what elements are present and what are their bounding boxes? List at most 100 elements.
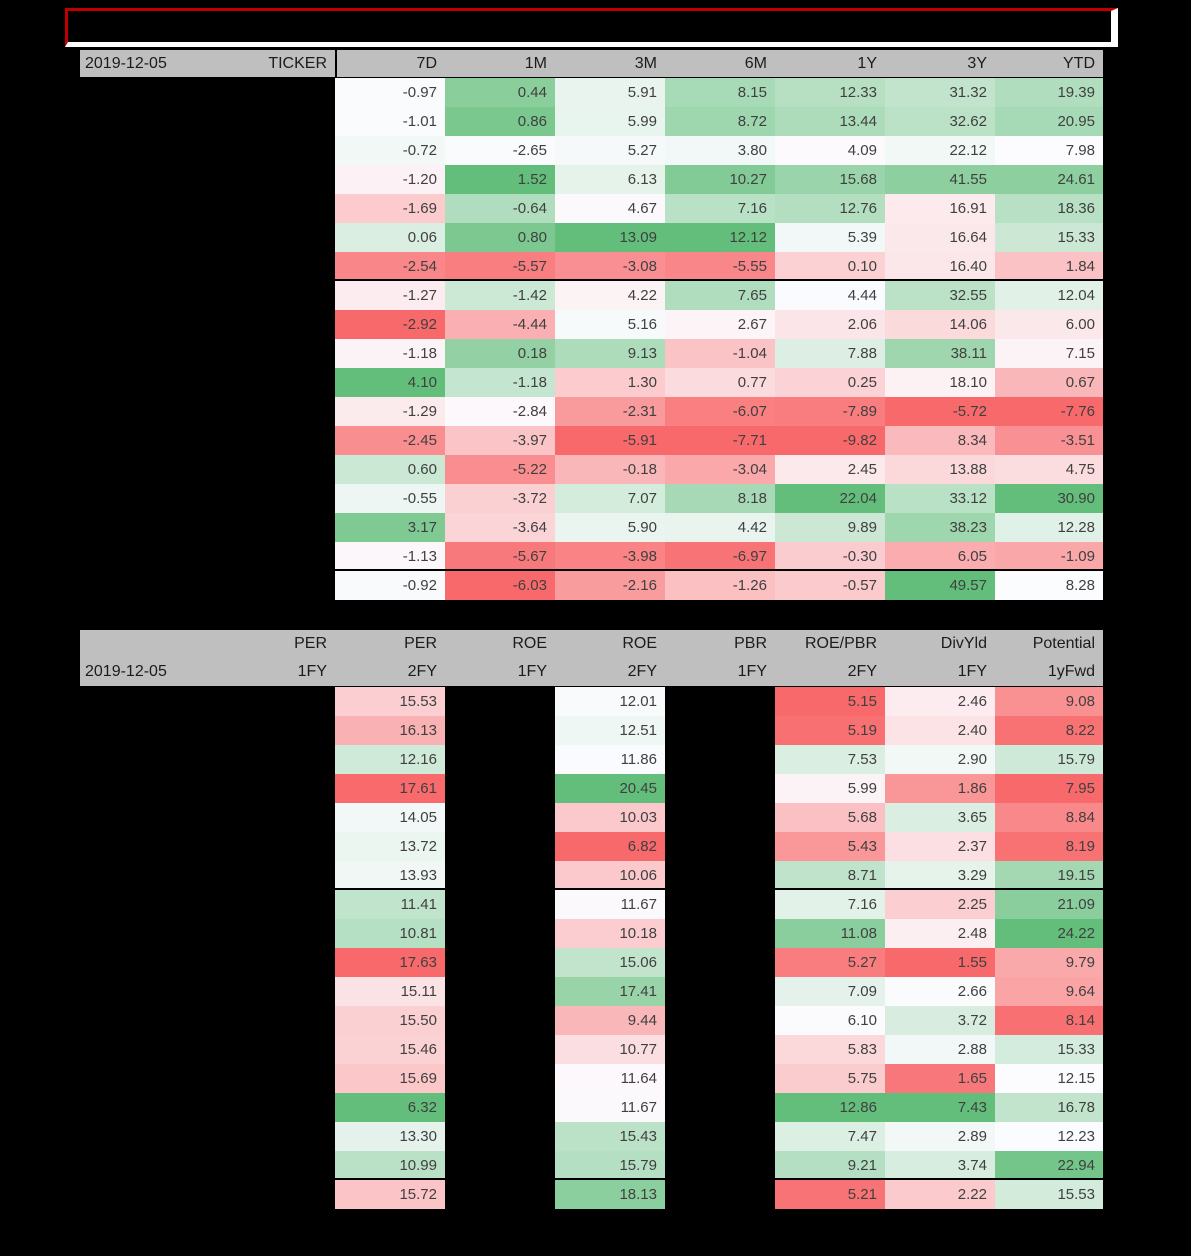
value-cell[interactable]: 9.79 bbox=[995, 948, 1103, 977]
value-cell[interactable]: 0.67 bbox=[995, 368, 1103, 397]
value-cell[interactable]: 7.47 bbox=[775, 1122, 885, 1151]
value-cell[interactable]: 5.90 bbox=[555, 513, 665, 542]
value-cell[interactable]: 5.16 bbox=[555, 310, 665, 339]
value-cell[interactable]: 1.55 bbox=[885, 948, 995, 977]
value-cell[interactable]: 11.67 bbox=[555, 890, 665, 919]
value-cell[interactable]: 15.46 bbox=[335, 1035, 445, 1064]
value-cell[interactable]: -3.98 bbox=[555, 542, 665, 569]
value-cell[interactable]: 1.65 bbox=[885, 1064, 995, 1093]
value-cell[interactable]: 15.43 bbox=[555, 1122, 665, 1151]
value-cell[interactable]: 6.13 bbox=[555, 165, 665, 194]
value-cell[interactable]: 19.39 bbox=[995, 78, 1103, 107]
value-cell[interactable]: 14.06 bbox=[885, 310, 995, 339]
value-cell[interactable]: -0.30 bbox=[775, 542, 885, 569]
value-cell[interactable]: 18.10 bbox=[885, 368, 995, 397]
value-cell[interactable]: -5.57 bbox=[445, 252, 555, 279]
value-cell[interactable]: 8.72 bbox=[665, 107, 775, 136]
value-cell[interactable]: 2.88 bbox=[885, 1035, 995, 1064]
value-cell[interactable]: -1.26 bbox=[665, 571, 775, 600]
value-cell[interactable]: -0.97 bbox=[335, 78, 445, 107]
value-cell[interactable]: 12.04 bbox=[995, 281, 1103, 310]
value-cell[interactable]: 10.27 bbox=[665, 165, 775, 194]
value-cell[interactable]: 1.84 bbox=[995, 252, 1103, 279]
value-cell[interactable]: 15.53 bbox=[995, 1180, 1103, 1209]
value-cell[interactable]: 1.52 bbox=[445, 165, 555, 194]
value-cell[interactable]: 9.13 bbox=[555, 339, 665, 368]
value-cell[interactable]: 5.15 bbox=[775, 687, 885, 716]
value-cell[interactable]: 16.40 bbox=[885, 252, 995, 279]
value-cell[interactable]: -2.92 bbox=[335, 310, 445, 339]
value-cell[interactable]: 7.65 bbox=[665, 281, 775, 310]
value-cell[interactable]: -5.91 bbox=[555, 426, 665, 455]
value-cell[interactable]: 11.41 bbox=[335, 890, 445, 919]
value-cell[interactable]: -5.72 bbox=[885, 397, 995, 426]
value-cell[interactable]: 8.14 bbox=[995, 1006, 1103, 1035]
value-cell[interactable]: 2.22 bbox=[885, 1180, 995, 1209]
value-cell[interactable]: 12.28 bbox=[995, 513, 1103, 542]
value-cell[interactable]: 2.45 bbox=[775, 455, 885, 484]
value-cell[interactable]: 15.33 bbox=[995, 1035, 1103, 1064]
value-cell[interactable]: 7.15 bbox=[995, 339, 1103, 368]
value-cell[interactable]: -2.31 bbox=[555, 397, 665, 426]
value-cell[interactable]: 3.17 bbox=[335, 513, 445, 542]
value-cell[interactable]: 14.05 bbox=[335, 803, 445, 832]
value-cell[interactable]: -3.51 bbox=[995, 426, 1103, 455]
value-cell[interactable]: -2.16 bbox=[555, 571, 665, 600]
value-cell[interactable]: 15.68 bbox=[775, 165, 885, 194]
value-cell[interactable]: 2.67 bbox=[665, 310, 775, 339]
value-cell[interactable]: -1.13 bbox=[335, 542, 445, 569]
value-cell[interactable]: 12.16 bbox=[335, 745, 445, 774]
value-cell[interactable]: 5.27 bbox=[555, 136, 665, 165]
value-cell[interactable]: 15.69 bbox=[335, 1064, 445, 1093]
value-cell[interactable]: 38.11 bbox=[885, 339, 995, 368]
value-cell[interactable]: 3.72 bbox=[885, 1006, 995, 1035]
value-cell[interactable]: 15.79 bbox=[995, 745, 1103, 774]
value-cell[interactable]: -1.27 bbox=[335, 281, 445, 310]
value-cell[interactable]: -7.76 bbox=[995, 397, 1103, 426]
value-cell[interactable]: 11.08 bbox=[775, 919, 885, 948]
value-cell[interactable]: 8.19 bbox=[995, 832, 1103, 861]
value-cell[interactable]: 4.42 bbox=[665, 513, 775, 542]
value-cell[interactable]: -1.69 bbox=[335, 194, 445, 223]
value-cell[interactable]: 3.80 bbox=[665, 136, 775, 165]
value-cell[interactable]: -1.09 bbox=[995, 542, 1103, 569]
value-cell[interactable]: 9.21 bbox=[775, 1151, 885, 1178]
value-cell[interactable]: 20.45 bbox=[555, 774, 665, 803]
value-cell[interactable]: 2.90 bbox=[885, 745, 995, 774]
value-cell[interactable]: 4.10 bbox=[335, 368, 445, 397]
value-cell[interactable]: 9.08 bbox=[995, 687, 1103, 716]
value-cell[interactable]: 7.07 bbox=[555, 484, 665, 513]
value-cell[interactable]: -3.72 bbox=[445, 484, 555, 513]
value-cell[interactable]: 15.33 bbox=[995, 223, 1103, 252]
value-cell[interactable]: 5.27 bbox=[775, 948, 885, 977]
value-cell[interactable]: -1.18 bbox=[445, 368, 555, 397]
value-cell[interactable]: 20.95 bbox=[995, 107, 1103, 136]
value-cell[interactable]: 22.04 bbox=[775, 484, 885, 513]
value-cell[interactable]: 0.77 bbox=[665, 368, 775, 397]
value-cell[interactable]: 7.16 bbox=[665, 194, 775, 223]
value-cell[interactable]: 3.65 bbox=[885, 803, 995, 832]
value-cell[interactable]: -5.55 bbox=[665, 252, 775, 279]
value-cell[interactable]: 0.06 bbox=[335, 223, 445, 252]
value-cell[interactable]: 11.86 bbox=[555, 745, 665, 774]
value-cell[interactable]: -1.18 bbox=[335, 339, 445, 368]
value-cell[interactable]: 10.03 bbox=[555, 803, 665, 832]
value-cell[interactable]: 3.74 bbox=[885, 1151, 995, 1178]
value-cell[interactable]: 9.64 bbox=[995, 977, 1103, 1006]
value-cell[interactable]: 5.75 bbox=[775, 1064, 885, 1093]
value-cell[interactable]: 8.18 bbox=[665, 484, 775, 513]
value-cell[interactable]: 2.66 bbox=[885, 977, 995, 1006]
value-cell[interactable]: 16.13 bbox=[335, 716, 445, 745]
value-cell[interactable]: -6.97 bbox=[665, 542, 775, 569]
value-cell[interactable]: 15.79 bbox=[555, 1151, 665, 1178]
value-cell[interactable]: 6.82 bbox=[555, 832, 665, 861]
value-cell[interactable]: 41.55 bbox=[885, 165, 995, 194]
value-cell[interactable]: 7.16 bbox=[775, 890, 885, 919]
value-cell[interactable]: 7.98 bbox=[995, 136, 1103, 165]
value-cell[interactable]: 12.12 bbox=[665, 223, 775, 252]
value-cell[interactable]: 22.12 bbox=[885, 136, 995, 165]
value-cell[interactable]: 18.13 bbox=[555, 1180, 665, 1209]
value-cell[interactable]: -1.42 bbox=[445, 281, 555, 310]
value-cell[interactable]: 12.01 bbox=[555, 687, 665, 716]
value-cell[interactable]: 3.29 bbox=[885, 861, 995, 888]
